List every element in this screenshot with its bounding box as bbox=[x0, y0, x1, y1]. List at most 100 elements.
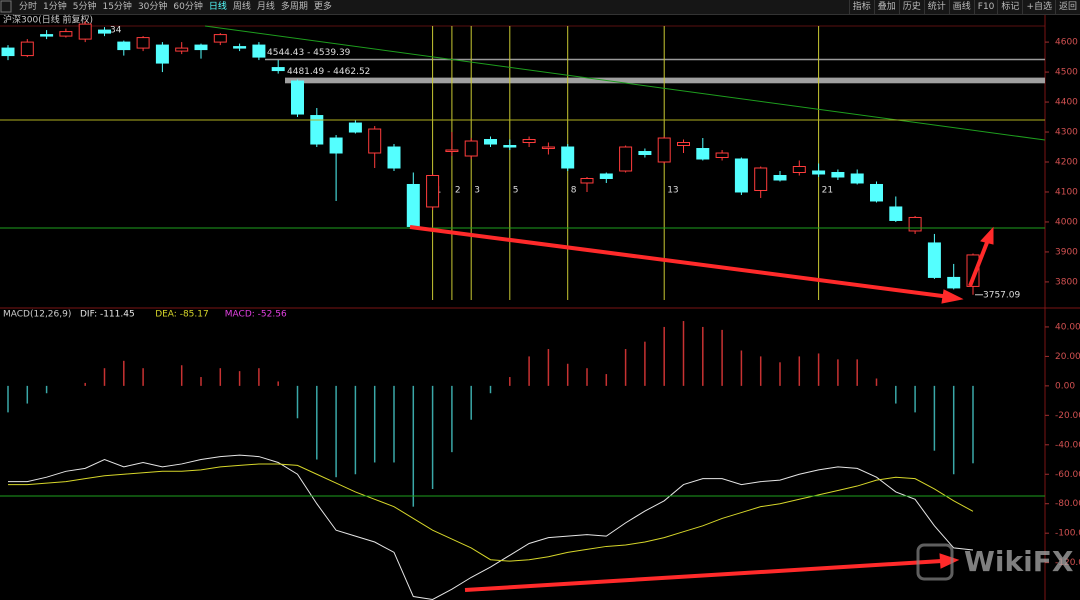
candle-body bbox=[387, 146, 401, 169]
tab[interactable]: 5分钟 bbox=[72, 2, 97, 12]
candle-body bbox=[599, 173, 613, 179]
y-tick-label: 4500 bbox=[1055, 68, 1078, 78]
fib-label: 21 bbox=[822, 186, 833, 196]
candle-body bbox=[812, 170, 826, 175]
tool-button[interactable]: 指标 bbox=[848, 0, 874, 14]
menu-icon[interactable] bbox=[0, 0, 12, 13]
candle-body bbox=[175, 47, 189, 52]
candle-body bbox=[947, 276, 961, 289]
candle-body bbox=[329, 137, 343, 154]
arrow bbox=[409, 225, 951, 299]
candle-body bbox=[831, 171, 845, 178]
candle-body bbox=[271, 67, 285, 72]
y-tick-label: 3900 bbox=[1055, 247, 1078, 257]
tab[interactable]: 周线 bbox=[232, 2, 251, 12]
y-tick-label: -20.00 bbox=[1055, 411, 1080, 421]
candle-body bbox=[889, 206, 903, 221]
candle-body bbox=[98, 29, 111, 34]
arrow-head bbox=[980, 226, 994, 245]
candle-body bbox=[773, 174, 787, 181]
candle-body bbox=[908, 216, 922, 232]
buttons: 指标 叠加 历史 统计 画线 F10 标记 +自选 返回 bbox=[848, 0, 1080, 14]
candle-body bbox=[78, 23, 92, 40]
candle-body bbox=[136, 37, 150, 49]
y-tick-label: 4100 bbox=[1055, 187, 1078, 197]
y-tick-label: 4600 bbox=[1055, 38, 1078, 48]
band-label: 4544.43 - 4539.39 bbox=[267, 48, 351, 58]
panel-title: MACD(12,26,9) bbox=[3, 310, 71, 320]
tool-button[interactable]: 统计 bbox=[923, 0, 949, 14]
annotation: 34 bbox=[110, 26, 122, 36]
price-band bbox=[285, 77, 1045, 84]
candle-body bbox=[619, 146, 633, 172]
y-tick-label: 4400 bbox=[1055, 98, 1078, 108]
y-tick-label: -60.00 bbox=[1055, 470, 1080, 480]
arrow-head bbox=[941, 289, 964, 304]
tab[interactable]: 日线 bbox=[208, 2, 227, 12]
y-tick-label: -40.00 bbox=[1055, 440, 1080, 450]
arrow bbox=[464, 559, 943, 592]
candle-body bbox=[291, 80, 304, 115]
watermark-icon bbox=[916, 543, 954, 581]
candle-body bbox=[850, 173, 864, 184]
fib-label: 2 bbox=[455, 186, 461, 196]
y-tick-label: -80.00 bbox=[1055, 499, 1080, 509]
candle-body bbox=[155, 44, 169, 64]
candle-body bbox=[426, 174, 440, 208]
candle-body bbox=[792, 166, 806, 173]
tool-button[interactable]: 叠加 bbox=[873, 0, 899, 14]
candle-body bbox=[464, 140, 478, 157]
candle-body bbox=[541, 146, 555, 150]
candle-body bbox=[40, 34, 54, 37]
tool-button[interactable]: F10 bbox=[973, 0, 998, 14]
trend-line bbox=[204, 25, 1046, 141]
y-tick-label: 20.00 bbox=[1055, 352, 1080, 362]
candle-body bbox=[445, 149, 459, 153]
candle-body bbox=[696, 148, 710, 160]
tool-button[interactable]: 历史 bbox=[898, 0, 924, 14]
y-tick-label: 40.00 bbox=[1055, 322, 1080, 332]
price-band bbox=[265, 58, 1045, 61]
arrow bbox=[968, 239, 990, 287]
tool-button[interactable]: 画线 bbox=[948, 0, 974, 14]
tool-button[interactable]: +自选 bbox=[1022, 0, 1055, 14]
candle-body bbox=[484, 139, 497, 145]
arrows bbox=[409, 225, 994, 592]
candle-body bbox=[522, 139, 536, 144]
macd-line bbox=[8, 463, 974, 562]
legend-entry: DEA: -85.17 bbox=[155, 310, 209, 320]
candle-body bbox=[927, 242, 941, 278]
toolbar: 分时 1分钟 5分钟 15分钟 30分钟 60分钟 日线 周线 月线 多周期 更多 指标 叠加 历史 统计… bbox=[0, 0, 1080, 15]
tab[interactable]: 更多 bbox=[313, 2, 332, 12]
candle-body bbox=[117, 41, 131, 51]
tool-button[interactable]: 标记 bbox=[997, 0, 1022, 14]
candle-body bbox=[310, 115, 324, 145]
arrow-head bbox=[939, 553, 960, 569]
candle-body bbox=[348, 122, 362, 133]
candle-body bbox=[677, 142, 690, 147]
candle-body bbox=[503, 145, 517, 148]
candle-body bbox=[406, 183, 420, 227]
fib-label: 13 bbox=[667, 186, 678, 196]
tab[interactable]: 月线 bbox=[256, 2, 275, 12]
y-tick-label: 4300 bbox=[1055, 128, 1078, 138]
y-tick-label: -100.00 bbox=[1055, 529, 1080, 539]
chart-title: 沪深300(日线 前复权) bbox=[3, 14, 93, 26]
tab[interactable]: 60分钟 bbox=[173, 2, 203, 12]
tab[interactable]: 分时 bbox=[19, 2, 38, 12]
macd-line bbox=[8, 454, 974, 600]
tab[interactable]: 30分钟 bbox=[137, 2, 168, 12]
candle-body bbox=[233, 46, 247, 49]
tool-button[interactable]: 返回 bbox=[1054, 0, 1080, 14]
tab[interactable]: 1分钟 bbox=[43, 2, 67, 12]
band-label: 4481.49 - 4462.52 bbox=[287, 67, 370, 77]
candle-body bbox=[870, 183, 883, 202]
annotation: 3757.09 bbox=[983, 290, 1020, 300]
tab[interactable]: 多周期 bbox=[280, 2, 308, 12]
tab[interactable]: 15分钟 bbox=[102, 2, 132, 12]
candle-body bbox=[59, 31, 73, 37]
tabs: 分时 1分钟 5分钟 15分钟 30分钟 60分钟 日线 周线 月线 多周期 更多 bbox=[16, 0, 335, 14]
watermark: WikiFX bbox=[964, 545, 1074, 578]
